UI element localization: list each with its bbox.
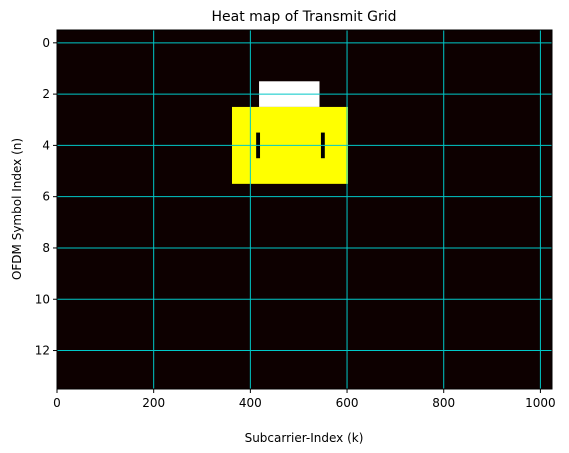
x-tick-label-3: 600: [336, 396, 359, 410]
x-axis-ticks: 0 200 400 600 800 1000: [53, 389, 556, 410]
x-tick-label-5: 1000: [525, 396, 556, 410]
y-tick-label-2: 4: [42, 138, 50, 152]
plot-frame: [56, 29, 553, 390]
x-tick-label-1: 200: [142, 396, 165, 410]
x-tick-label-2: 400: [239, 396, 262, 410]
plot-area: [56, 29, 553, 390]
x-axis-label: Subcarrier-Index (k): [245, 431, 364, 445]
y-tick-label-1: 2: [42, 87, 50, 101]
y-tick-label-5: 10: [35, 292, 50, 306]
x-tick-label-4: 800: [432, 396, 455, 410]
chart-title: Heat map of Transmit Grid: [211, 9, 396, 25]
y-tick-label-6: 12: [35, 344, 50, 358]
x-tick-label-0: 0: [53, 396, 61, 410]
y-axis-label: OFDM Symbol Index (n): [10, 138, 24, 280]
y-tick-label-4: 8: [42, 241, 50, 255]
y-tick-label-3: 6: [42, 190, 50, 204]
y-tick-label-0: 0: [42, 36, 50, 50]
y-axis-ticks: 0 2 4 6 8 10 12: [35, 36, 57, 358]
